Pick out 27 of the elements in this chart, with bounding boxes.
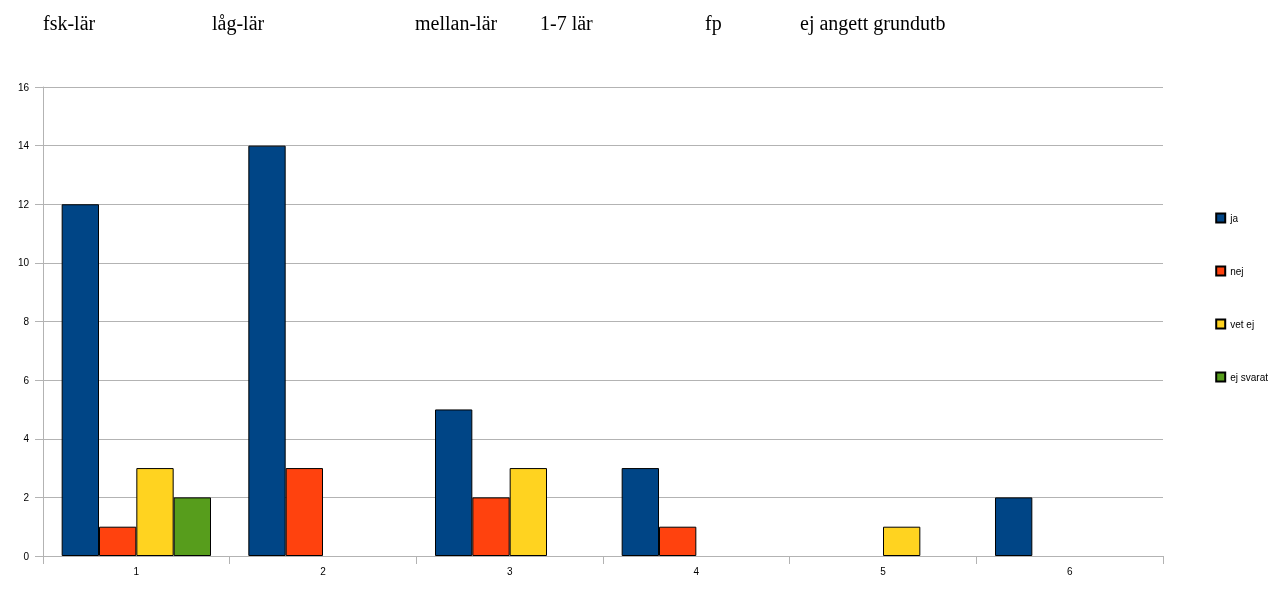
- y-tick-label: 12: [17, 198, 30, 210]
- text: ej angett grundutb: [800, 12, 946, 35]
- y-tick-label: 10: [17, 257, 30, 269]
- legend-label: vet ej: [1230, 318, 1255, 330]
- bar: [995, 497, 1033, 556]
- bar: [883, 526, 921, 556]
- y-tick-label: 16: [17, 81, 30, 93]
- y-tick-label: 2: [23, 491, 30, 503]
- y-tick-label: 6: [23, 374, 30, 386]
- text: fsk-lär: [43, 12, 96, 35]
- y-tick-label: 8: [23, 316, 30, 327]
- legend-label: nej: [1230, 265, 1244, 277]
- text: 1-7 lär: [540, 12, 593, 35]
- x-tick-label: 5: [880, 565, 887, 577]
- text: fp: [705, 12, 722, 35]
- x-tick-label: 6: [1066, 565, 1073, 577]
- text: låg-lär: [212, 12, 265, 35]
- text: mellan-lär: [415, 12, 498, 35]
- legend-label: ja: [1229, 212, 1239, 224]
- legend-label: ej svarat: [1230, 371, 1269, 383]
- x-tick-label: 4: [693, 565, 700, 577]
- y-tick-label: 14: [17, 140, 30, 152]
- x-tick-label: 3: [506, 565, 513, 577]
- x-tick-label: 1: [133, 565, 140, 577]
- y-tick-label: 4: [23, 433, 30, 445]
- x-tick-label: 2: [320, 565, 327, 577]
- y-tick-label: 0: [23, 550, 30, 562]
